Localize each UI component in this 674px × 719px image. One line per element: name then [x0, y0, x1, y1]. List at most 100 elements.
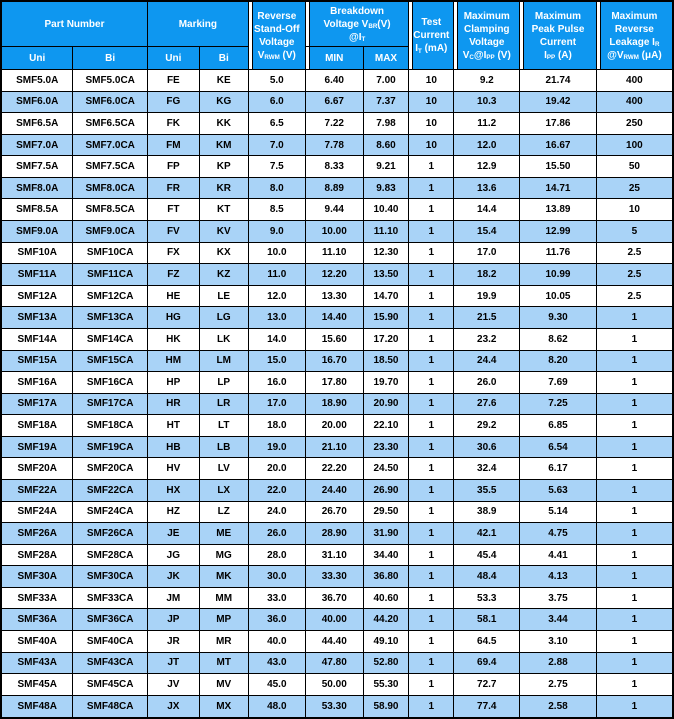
table-cell: SMF20CA	[72, 457, 148, 480]
table-cell: SMF8.0A	[0, 176, 74, 200]
table-cell: 19.70	[362, 371, 410, 394]
table-cell: SMF22A	[0, 478, 74, 502]
table-cell: 100	[595, 133, 674, 157]
table-cell: 1	[408, 220, 455, 243]
table-row: SMF20A SMF20CA HV LV 20.0 22.20 24.50 1 32.4 6.17…	[0, 457, 674, 480]
table-cell: 9.21	[362, 155, 410, 178]
table-cell: 44.20	[362, 608, 410, 632]
table-cell: SMF7.0CA	[72, 133, 148, 157]
table-row: SMF8.0A SMF8.0CA FR KR 8.0 8.89 9.83 1 13.6 14.71…	[0, 176, 674, 200]
table-cell: 52.80	[362, 651, 410, 675]
table-cell: 1	[595, 608, 674, 632]
table-row: SMF16A SMF16CA HP LP 16.0 17.80 19.70 1 26.0 7.69…	[0, 371, 674, 394]
table-cell: 64.5	[453, 630, 521, 653]
table-cell: 8.89	[304, 176, 364, 200]
table-cell: 50.00	[304, 673, 364, 696]
table-cell: FT	[146, 198, 200, 222]
table-cell: 2.5	[595, 263, 674, 286]
header-row-groups: Part Number Marking Reverse Stand-Off Vo…	[0, 0, 674, 70]
table-cell: SMF7.5A	[0, 155, 74, 178]
table-cell: 26.0	[453, 371, 521, 394]
table-cell: SMF11A	[0, 263, 74, 286]
table-cell: HG	[146, 306, 200, 329]
table-cell: KK	[198, 112, 249, 135]
table-row: SMF6.5A SMF6.5CA FK KK 6.5 7.22 7.98 10 11.2 17.8…	[0, 112, 674, 135]
table-cell: 55.30	[362, 673, 410, 696]
table-cell: 1	[408, 392, 455, 416]
table-cell: 26.0	[247, 522, 306, 545]
table-body: SMF5.0A SMF5.0CA FE KE 5.0 6.40 7.00 10 9.2 21.74…	[0, 69, 674, 719]
table-cell: 16.67	[519, 133, 597, 157]
table-cell: SMF18A	[0, 414, 74, 437]
table-cell: 21.74	[519, 69, 597, 92]
header-max: MAX	[362, 46, 410, 70]
table-cell: SMF33A	[0, 586, 74, 610]
table-cell: SMF36A	[0, 608, 74, 632]
table-cell: KP	[198, 155, 249, 178]
table-cell: 8.60	[362, 133, 410, 157]
table-cell: 31.10	[304, 543, 364, 567]
table-row: SMF40A SMF40CA JR MR 40.0 44.40 49.10 1 64.5 3.10…	[0, 630, 674, 653]
table-cell: 15.90	[362, 306, 410, 329]
table-cell: 1	[408, 155, 455, 178]
table-cell: 19.9	[453, 284, 521, 308]
header-marking-uni: Uni	[146, 46, 200, 70]
table-cell: 1	[595, 673, 674, 696]
table-cell: 43.0	[247, 651, 306, 675]
table-cell: FX	[146, 241, 200, 265]
table-cell: 22.0	[247, 478, 306, 502]
table-cell: 6.0	[247, 90, 306, 114]
table-cell: 24.4	[453, 349, 521, 373]
table-cell: 2.5	[595, 241, 674, 265]
table-cell: 6.54	[519, 435, 597, 459]
table-cell: SMF19A	[0, 435, 74, 459]
table-cell: 44.40	[304, 630, 364, 653]
table-cell: 18.2	[453, 263, 521, 286]
table-cell: SMF17CA	[72, 392, 148, 416]
table-cell: 4.75	[519, 522, 597, 545]
table-cell: SMF10A	[0, 241, 74, 265]
table-cell: SMF40A	[0, 630, 74, 653]
table-cell: SMF20A	[0, 457, 74, 480]
table-cell: SMF30CA	[72, 565, 148, 588]
table-cell: 1	[408, 457, 455, 480]
table-cell: SMF48A	[0, 694, 74, 719]
table-cell: 34.40	[362, 543, 410, 567]
table-cell: 1	[595, 651, 674, 675]
table-cell: 15.0	[247, 349, 306, 373]
table-cell: JP	[146, 608, 200, 632]
table-cell: 1	[408, 241, 455, 265]
table-cell: 4.41	[519, 543, 597, 567]
table-cell: 19.42	[519, 90, 597, 114]
table-cell: 25	[595, 176, 674, 200]
table-cell: 29.50	[362, 500, 410, 524]
table-cell: 7.25	[519, 392, 597, 416]
table-cell: SMF30A	[0, 565, 74, 588]
table-cell: 36.80	[362, 565, 410, 588]
table-cell: HT	[146, 414, 200, 437]
table-cell: 13.50	[362, 263, 410, 286]
table-cell: 17.0	[453, 241, 521, 265]
table-cell: 12.20	[304, 263, 364, 286]
table-cell: 45.4	[453, 543, 521, 567]
table-cell: 7.22	[304, 112, 364, 135]
table-cell: 3.10	[519, 630, 597, 653]
table-cell: 36.70	[304, 586, 364, 610]
table-cell: LB	[198, 435, 249, 459]
table-cell: LM	[198, 349, 249, 373]
table-cell: 15.50	[519, 155, 597, 178]
table-cell: SMF22CA	[72, 478, 148, 502]
header-max-peak-pulse-current: Maximum Peak Pulse Current IPP (A)	[519, 0, 597, 70]
table-cell: 1	[595, 327, 674, 351]
table-cell: 22.20	[304, 457, 364, 480]
table-cell: 38.9	[453, 500, 521, 524]
table-cell: 27.6	[453, 392, 521, 416]
table-cell: 17.86	[519, 112, 597, 135]
table-row: SMF36A SMF36CA JP MP 36.0 40.00 44.20 1 58.1 3.44…	[0, 608, 674, 632]
table-cell: 1	[408, 176, 455, 200]
table-cell: 400	[595, 90, 674, 114]
table-cell: 10.99	[519, 263, 597, 286]
table-cell: 30.0	[247, 565, 306, 588]
table-row: SMF15A SMF15CA HM LM 15.0 16.70 18.50 1 24.4 8.20…	[0, 349, 674, 373]
table-cell: 77.4	[453, 694, 521, 719]
